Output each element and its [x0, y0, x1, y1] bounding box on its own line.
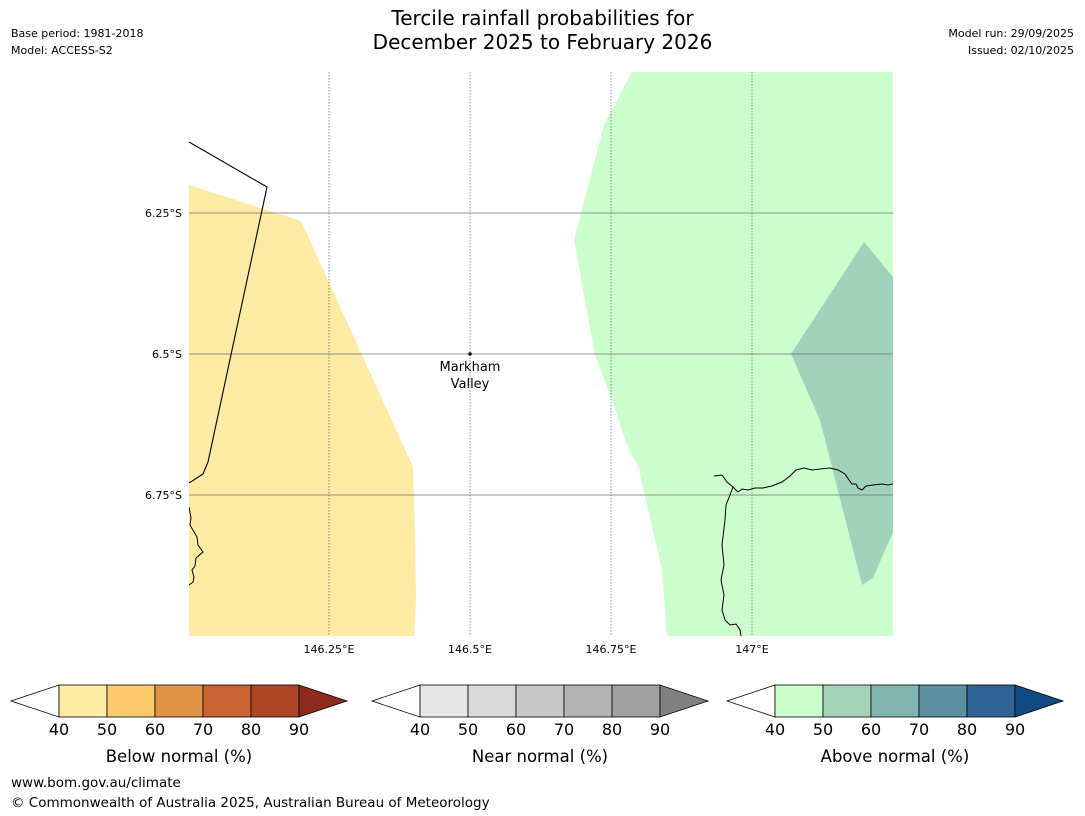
colorbar-near-normal-tick: 50 — [458, 720, 478, 739]
colorbar-near-normal: 40 50 60 70 80 90 Near normal (%) — [370, 684, 710, 766]
map-title: Tercile rainfall probabilities for Decem… — [0, 6, 1085, 54]
colorbar-below-normal-tick: 50 — [97, 720, 117, 739]
lat-label-6-75: 6.75°S — [145, 489, 182, 502]
colorbar-below-normal: 40 50 60 70 80 90 Below normal (%) — [9, 684, 349, 766]
place-label-line-2: Valley — [451, 377, 490, 392]
colorbar-above-normal: 40 50 60 70 80 90 Above normal (%) — [725, 684, 1065, 766]
colorbar-below-normal-tick: 40 — [49, 720, 69, 739]
colorbar-below-normal-high-extend — [298, 684, 349, 718]
colorbar-below-normal-tick: 90 — [289, 720, 309, 739]
colorbar-above-normal-80-90 — [966, 684, 1016, 718]
map-panel — [189, 72, 893, 636]
colorbar-near-normal-tick: 90 — [650, 720, 670, 739]
river-branch — [720, 486, 742, 636]
lon-label-147: 147°E — [735, 643, 768, 656]
issued-date: Issued: 02/10/2025 — [967, 44, 1074, 57]
lon-label-146-25: 146.25°E — [304, 643, 355, 656]
base-period: Base period: 1981-2018 — [11, 27, 144, 40]
colorbar-below-normal-tick: 70 — [193, 720, 213, 739]
markham-valley-marker[interactable] — [468, 352, 472, 356]
colorbar-above-normal-60-70 — [870, 684, 920, 718]
region-below-normal-40-50[interactable] — [189, 185, 416, 636]
colorbar-near-normal-high-extend — [659, 684, 710, 718]
lon-label-146-5: 146.5°E — [448, 643, 492, 656]
colorbar-above-normal-tick: 70 — [909, 720, 929, 739]
colorbar-above-normal-low-extend — [725, 684, 776, 718]
lon-label-146-75: 146.75°E — [586, 643, 637, 656]
coastline-west — [189, 506, 204, 586]
colorbar-above-normal-50-60 — [822, 684, 872, 718]
header-right: Model run: 29/09/2025 Issued: 02/10/2025 — [948, 25, 1074, 59]
colorbar-near-normal-tick: 70 — [554, 720, 574, 739]
title-line-1: Tercile rainfall probabilities for — [391, 6, 694, 30]
place-label-line-1: Markham — [440, 360, 501, 375]
footer-url[interactable]: www.bom.gov.au/climate — [11, 775, 181, 791]
colorbar-above-normal-tick: 90 — [1005, 720, 1025, 739]
colorbar-above-normal-tick: 40 — [765, 720, 785, 739]
colorbar-near-normal-tick: 40 — [410, 720, 430, 739]
colorbar-below-normal-tick: 80 — [241, 720, 261, 739]
colorbar-near-normal-low-extend — [370, 684, 421, 718]
colorbar-above-normal-label: Above normal (%) — [821, 747, 970, 766]
lat-label-6-25: 6.25°S — [145, 207, 182, 220]
province-boundary-line — [189, 141, 268, 484]
colorbar-below-normal-label: Below normal (%) — [106, 747, 253, 766]
colorbar-above-normal-high-extend — [1014, 684, 1065, 718]
colorbar-below-normal-50-60 — [106, 684, 156, 718]
colorbar-near-normal-60-70 — [515, 684, 565, 718]
region-above-normal-50-60[interactable] — [791, 242, 893, 585]
colorbar-near-normal-50-60 — [467, 684, 517, 718]
colorbar-below-normal-40-50 — [58, 684, 108, 718]
colorbar-near-normal-80-90 — [611, 684, 661, 718]
colorbar-below-normal-low-extend — [9, 684, 60, 718]
footer-copyright: © Commonwealth of Australia 2025, Austra… — [11, 795, 490, 811]
title-line-2: December 2025 to February 2026 — [372, 30, 713, 54]
colorbar-below-normal-tick: 60 — [145, 720, 165, 739]
colorbar-near-normal-70-80 — [563, 684, 613, 718]
colorbar-near-normal-tick: 80 — [602, 720, 622, 739]
colorbar-below-normal-60-70 — [154, 684, 204, 718]
colorbar-near-normal-label: Near normal (%) — [472, 747, 608, 766]
colorbar-below-normal-80-90 — [250, 684, 300, 718]
colorbar-near-normal-tick: 60 — [506, 720, 526, 739]
model-run: Model run: 29/09/2025 — [948, 27, 1074, 40]
colorbar-near-normal-40-50 — [419, 684, 469, 718]
colorbar-above-normal-40-50 — [774, 684, 824, 718]
model-name: Model: ACCESS-S2 — [11, 44, 113, 57]
colorbar-below-normal-70-80 — [202, 684, 252, 718]
lat-label-6-5: 6.5°S — [152, 348, 182, 361]
header-left: Base period: 1981-2018 Model: ACCESS-S2 — [11, 25, 143, 59]
river-coastline-east — [713, 467, 893, 493]
colorbar-above-normal-70-80 — [918, 684, 968, 718]
colorbar-above-normal-tick: 80 — [957, 720, 977, 739]
colorbar-above-normal-tick: 50 — [813, 720, 833, 739]
colorbar-above-normal-tick: 60 — [861, 720, 881, 739]
